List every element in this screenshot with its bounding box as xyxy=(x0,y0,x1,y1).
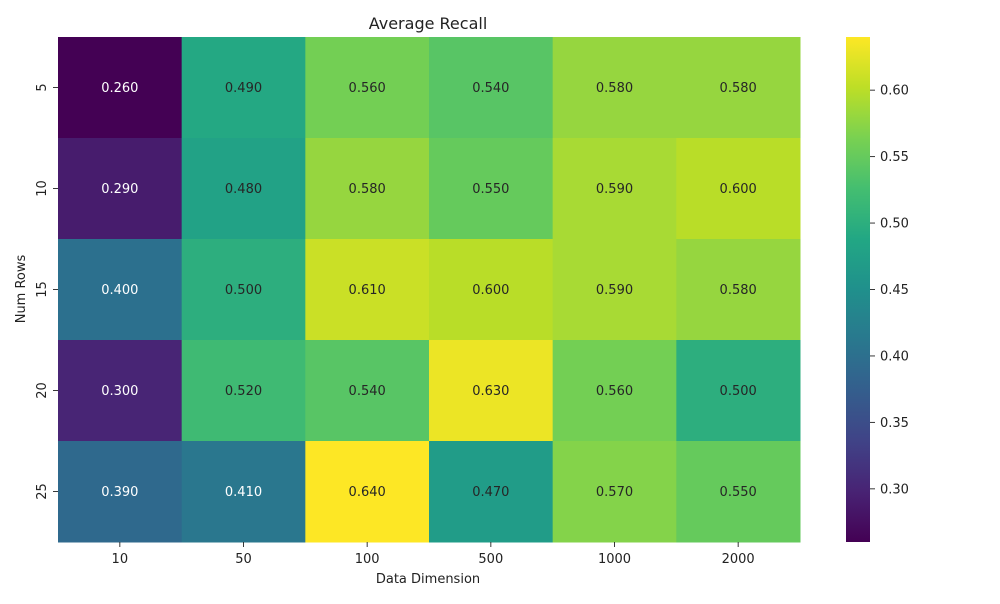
heatmap-cell xyxy=(305,441,430,543)
y-axis-label: Num Rows xyxy=(14,254,29,323)
cell-value-label: 0.480 xyxy=(225,182,262,197)
cell-value-label: 0.610 xyxy=(349,283,386,298)
cell-value-label: 0.590 xyxy=(596,182,633,197)
heatmap-cells: 0.260 0.490 0.560 0.540 0.580 0.580 0.290 0.480… xyxy=(58,37,801,543)
cell-value-label: 0.570 xyxy=(596,485,633,500)
cell-value-label: 0.290 xyxy=(101,182,138,197)
heatmap-cell xyxy=(676,441,801,543)
y-axis: 5 10 15 20 25 xyxy=(35,83,58,500)
cell-value-label: 0.470 xyxy=(472,485,509,500)
cell-value-label: 0.560 xyxy=(596,384,633,399)
heatmap-cell xyxy=(552,138,677,240)
heatmap-cell xyxy=(181,441,306,543)
heatmap-cell xyxy=(181,239,306,341)
heatmap-cell xyxy=(429,239,554,341)
colorbar-tick-label: 0.55 xyxy=(880,150,909,165)
cell-value-label: 0.640 xyxy=(349,485,386,500)
cell-value-label: 0.390 xyxy=(101,485,138,500)
cell-value-label: 0.500 xyxy=(720,384,757,399)
cell-value-label: 0.580 xyxy=(720,283,757,298)
heatmap-cell xyxy=(676,37,801,139)
colorbar-tick-label: 0.40 xyxy=(880,349,909,364)
x-tick-label: 500 xyxy=(478,552,503,567)
cell-value-label: 0.520 xyxy=(225,384,262,399)
x-tick-label: 2000 xyxy=(722,552,755,567)
cell-value-label: 0.300 xyxy=(101,384,138,399)
heatmap-cell xyxy=(429,340,554,442)
colorbar: 0.30 0.35 0.40 0.45 0.50 0.55 0.60 xyxy=(846,37,909,542)
heatmap-cell xyxy=(552,340,677,442)
colorbar-gradient xyxy=(846,37,870,542)
y-tick-label: 15 xyxy=(35,281,50,298)
cell-value-label: 0.580 xyxy=(720,81,757,96)
cell-value-label: 0.490 xyxy=(225,81,262,96)
cell-value-label: 0.560 xyxy=(349,81,386,96)
y-tick-label: 5 xyxy=(35,83,50,91)
cell-value-label: 0.600 xyxy=(472,283,509,298)
heatmap-cell xyxy=(58,340,183,442)
y-tick-label: 25 xyxy=(35,483,50,500)
cell-value-label: 0.540 xyxy=(472,81,509,96)
x-tick-label: 10 xyxy=(112,552,129,567)
cell-value-label: 0.500 xyxy=(225,283,262,298)
heatmap-cell xyxy=(429,441,554,543)
heatmap-cell xyxy=(58,138,183,240)
heatmap-cell xyxy=(58,239,183,341)
cell-value-label: 0.580 xyxy=(596,81,633,96)
heatmap-cell xyxy=(181,138,306,240)
x-axis-label: Data Dimension xyxy=(376,572,480,587)
cell-value-label: 0.600 xyxy=(720,182,757,197)
x-axis: 10 50 100 500 1000 2000 xyxy=(112,542,755,567)
heatmap-cell xyxy=(305,138,430,240)
heatmap-cell xyxy=(58,441,183,543)
heatmap-cell xyxy=(305,340,430,442)
y-tick-label: 10 xyxy=(35,180,50,197)
heatmap-cell xyxy=(429,138,554,240)
cell-value-label: 0.260 xyxy=(101,81,138,96)
heatmap-cell xyxy=(429,37,554,139)
chart-title: Average Recall xyxy=(369,14,488,33)
cell-value-label: 0.590 xyxy=(596,283,633,298)
cell-value-label: 0.400 xyxy=(101,283,138,298)
colorbar-tick-label: 0.50 xyxy=(880,217,909,232)
heatmap-cell xyxy=(552,441,677,543)
heatmap-cell xyxy=(676,340,801,442)
colorbar-tick-label: 0.30 xyxy=(880,482,909,497)
x-tick-label: 50 xyxy=(235,552,252,567)
colorbar-tick-label: 0.60 xyxy=(880,84,909,99)
heatmap-cell xyxy=(181,340,306,442)
heatmap-cell xyxy=(552,37,677,139)
heatmap-cell xyxy=(676,138,801,240)
cell-value-label: 0.630 xyxy=(472,384,509,399)
colorbar-tick-label: 0.35 xyxy=(880,416,909,431)
cell-value-label: 0.550 xyxy=(720,485,757,500)
cell-value-label: 0.550 xyxy=(472,182,509,197)
heatmap-cell xyxy=(676,239,801,341)
heatmap-cell xyxy=(58,37,183,139)
heatmap-cell xyxy=(181,37,306,139)
colorbar-tick-label: 0.45 xyxy=(880,283,909,298)
y-tick-label: 20 xyxy=(35,382,50,399)
heatmap-cell xyxy=(305,239,430,341)
cell-value-label: 0.580 xyxy=(349,182,386,197)
heatmap-cell xyxy=(305,37,430,139)
cell-value-label: 0.410 xyxy=(225,485,262,500)
heatmap-cell xyxy=(552,239,677,341)
x-tick-label: 1000 xyxy=(598,552,631,567)
cell-value-label: 0.540 xyxy=(349,384,386,399)
x-tick-label: 100 xyxy=(355,552,380,567)
